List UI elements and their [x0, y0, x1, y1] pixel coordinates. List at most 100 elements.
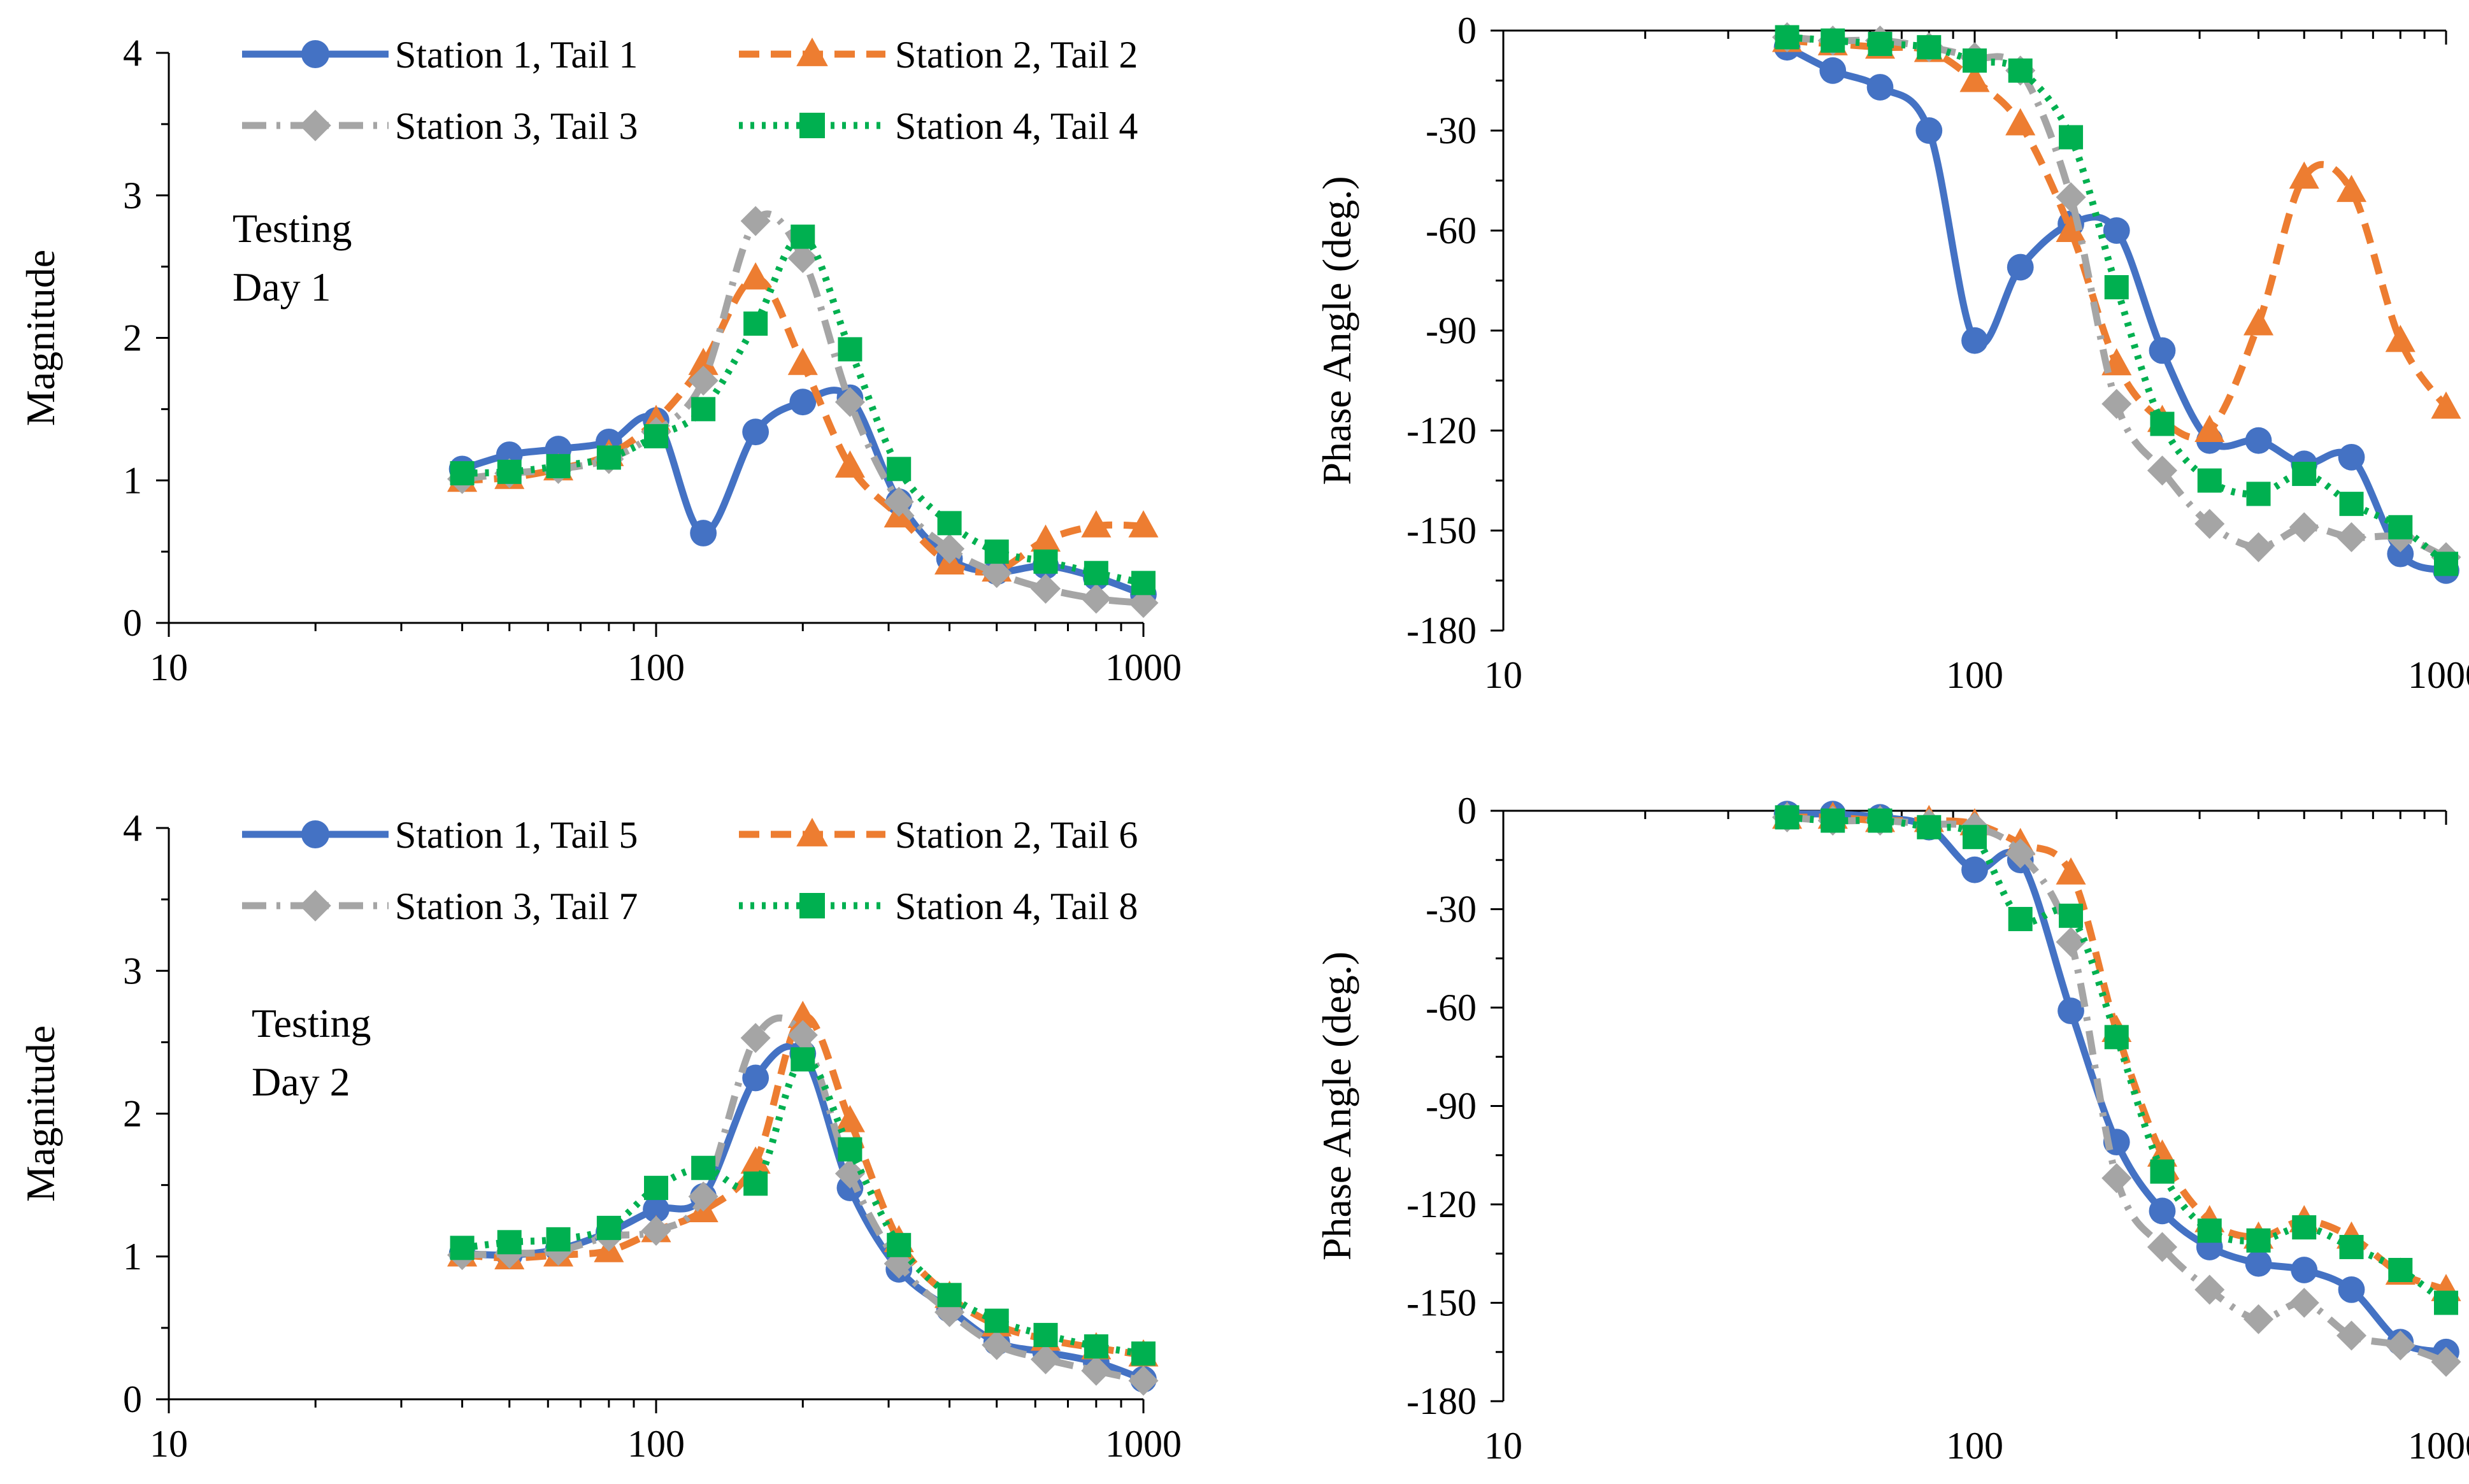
- data-point: [497, 459, 522, 484]
- data-point: [838, 1137, 862, 1162]
- data-point: [690, 520, 717, 546]
- data-point: [2289, 161, 2319, 189]
- legend-marker: [301, 40, 329, 68]
- y-tick-label: -60: [1426, 987, 1477, 1029]
- data-point: [546, 453, 571, 478]
- data-point: [1084, 1334, 1108, 1359]
- data-point: [1775, 25, 1800, 50]
- data-point: [2246, 482, 2271, 506]
- y-tick-label: 4: [123, 807, 142, 849]
- data-point: [2056, 215, 2086, 242]
- chart-mag-day2: 10 100 1000 0 1 2 3 4 Magnitude Testing Day 2 Stati…: [18, 807, 1182, 1465]
- data-point: [1128, 510, 1159, 538]
- data-point: [1128, 588, 1159, 618]
- chart-phase-day2: 10 100 1000 0 -30 -60 -90 -120 -150 -180 Phase Ang…: [1314, 790, 2469, 1467]
- data-point: [2150, 1159, 2175, 1184]
- data-point: [982, 1330, 1012, 1360]
- y-axis-title: Magnitude: [18, 250, 63, 426]
- y-axis-title: Phase Angle (deg.): [1314, 952, 1359, 1260]
- legend-label: Station 3, Tail 7: [395, 885, 638, 927]
- legend-label: Station 1, Tail 1: [395, 34, 638, 76]
- data-point: [596, 1215, 621, 1240]
- data-point: [1917, 35, 1942, 60]
- legend-item: Station 4, Tail 4: [739, 105, 1138, 147]
- data-point: [1821, 808, 1845, 833]
- series-line: [1787, 810, 2447, 1356]
- data-point: [1961, 856, 1988, 883]
- data-point: [2056, 927, 2086, 957]
- data-point: [1775, 805, 1800, 830]
- legend-marker: [799, 893, 825, 918]
- x-tick-label: 1000: [2408, 654, 2469, 696]
- chart-annotation: Testing: [252, 1001, 371, 1046]
- data-point: [2008, 906, 2033, 931]
- data-point: [2005, 838, 2036, 869]
- data-point: [1963, 48, 1987, 73]
- x-tick-label: 1000: [2408, 1425, 2469, 1467]
- data-point: [2336, 1320, 2367, 1351]
- data-point: [2194, 415, 2225, 442]
- data-point: [2104, 275, 2129, 299]
- data-point: [1081, 510, 1112, 538]
- y-tick-label: -60: [1426, 210, 1477, 252]
- x-tick-label: 100: [1946, 654, 2003, 696]
- data-point: [740, 206, 771, 236]
- legend: Station 1, Tail 5 Station 2, Tail 6 Statio…: [242, 814, 1138, 927]
- legend-item: Station 3, Tail 3: [242, 105, 638, 147]
- data-point: [2147, 455, 2178, 486]
- y-tick-label: 2: [123, 1093, 142, 1135]
- data-point: [787, 1020, 818, 1050]
- data-point: [934, 534, 965, 564]
- data-point: [982, 558, 1012, 589]
- x-tick-label: 100: [627, 1423, 685, 1465]
- x-tick-label: 1000: [1105, 1423, 1182, 1465]
- data-point: [838, 337, 862, 362]
- data-point: [1868, 808, 1893, 833]
- data-point: [2339, 1234, 2364, 1259]
- y-tick-label: -90: [1426, 1085, 1477, 1127]
- y-tick-label: -120: [1406, 1183, 1477, 1225]
- data-point: [1033, 549, 1058, 574]
- data-point: [1081, 583, 1112, 614]
- y-tick-label: 0: [123, 602, 142, 644]
- data-point: [2245, 1250, 2272, 1277]
- series-station-1: [1773, 801, 2459, 1366]
- y-tick-label: 0: [1457, 10, 1477, 52]
- series-station-1: [448, 384, 1157, 608]
- series-station-4: [450, 224, 1156, 596]
- x-tick-label: 1000: [1105, 646, 1182, 688]
- x-tick-label: 10: [1484, 654, 1522, 696]
- data-point: [2243, 308, 2274, 336]
- x-tick-label: 100: [1946, 1425, 2003, 1467]
- y-tick-label: -180: [1406, 610, 1477, 652]
- series-station-4: [1775, 805, 2458, 1315]
- data-point: [2292, 1215, 2317, 1240]
- data-point: [984, 539, 1009, 564]
- legend-marker: [299, 110, 331, 141]
- data-point: [2431, 1346, 2461, 1377]
- data-point: [688, 1181, 719, 1212]
- series-station-2: [447, 262, 1159, 582]
- data-point: [2197, 1218, 2222, 1243]
- data-point: [1959, 64, 1990, 92]
- data-point: [740, 1023, 771, 1053]
- data-point: [2005, 108, 2036, 136]
- legend-marker: [796, 817, 828, 846]
- y-tick-label: 0: [123, 1378, 142, 1420]
- data-point: [937, 511, 962, 536]
- data-point: [688, 348, 719, 375]
- data-point: [937, 1283, 962, 1308]
- data-point: [2103, 217, 2130, 244]
- data-point: [1821, 28, 1845, 53]
- series-line: [1787, 813, 2447, 1294]
- data-point: [2385, 324, 2415, 352]
- data-point: [2007, 253, 2034, 281]
- legend-item: Station 2, Tail 2: [739, 34, 1138, 76]
- y-tick-label: -150: [1406, 1282, 1477, 1324]
- legend-item: Station 2, Tail 6: [739, 814, 1138, 856]
- series-station-4: [1775, 25, 2458, 576]
- data-point: [834, 1104, 865, 1132]
- data-point: [791, 224, 815, 249]
- legend-marker: [799, 113, 825, 138]
